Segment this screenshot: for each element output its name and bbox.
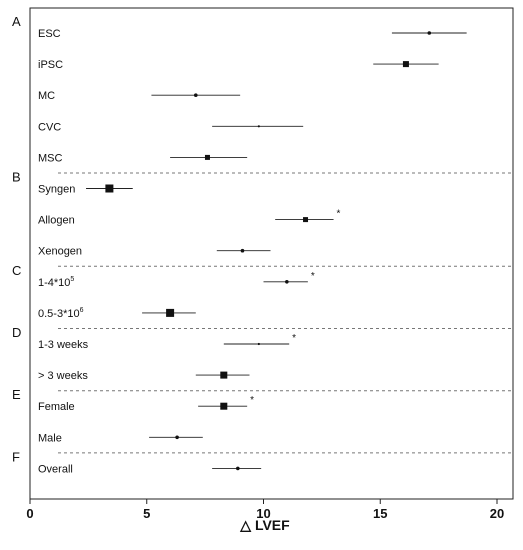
point-estimate [220, 371, 228, 379]
row-label: iPSC [38, 59, 63, 71]
row-label: ESC [38, 28, 61, 40]
forest-row: 1-3 weeks * [38, 333, 296, 351]
section-label: E [12, 387, 21, 402]
x-tick-label: 5 [143, 506, 150, 521]
point-estimate [285, 280, 289, 284]
forest-row: Female * [38, 395, 254, 413]
forest-row: 0.5-3*106 [38, 307, 196, 320]
section-labels: A B C D E F [12, 14, 21, 464]
row-label: > 3 weeks [38, 370, 88, 382]
forest-row: Xenogen [38, 246, 271, 258]
forest-row: ESC [38, 28, 467, 40]
point-estimate [193, 93, 198, 97]
significance-marker: * [337, 209, 341, 220]
section-separators [58, 172, 513, 454]
row-label: 0.5-3*106 [38, 307, 84, 320]
row-label: Syngen [38, 184, 75, 196]
significance-marker: * [250, 395, 254, 406]
section-label: F [12, 449, 20, 464]
point-estimate [236, 466, 240, 471]
x-tick-label: 15 [373, 506, 387, 521]
section-label: A [12, 14, 21, 29]
point-estimate [204, 154, 210, 160]
point-estimate [257, 125, 260, 128]
forest-row: Overall [38, 463, 262, 475]
forest-row: CVC [38, 121, 304, 133]
row-label: Xenogen [38, 246, 82, 258]
point-estimate [220, 402, 228, 410]
row-label: Female [38, 401, 75, 413]
x-tick-label: 0 [26, 506, 33, 521]
row-label: MC [38, 90, 55, 102]
point-estimate [402, 61, 409, 68]
forest-row: Male [38, 432, 203, 444]
forest-row: MSC [38, 152, 248, 164]
row-label-superscript: 6 [80, 307, 84, 314]
forest-row: 1-4*105 * [38, 271, 315, 289]
point-estimate [175, 435, 179, 440]
forest-row: MC [38, 90, 241, 102]
point-estimate [303, 217, 309, 223]
point-estimate [105, 184, 114, 193]
row-label: Male [38, 432, 62, 444]
point-estimate [257, 342, 260, 346]
section-label: D [12, 325, 21, 340]
x-tick-label: 10 [256, 506, 270, 521]
row-label: CVC [38, 121, 61, 133]
forest-row: iPSC [38, 59, 439, 71]
x-tick-label: 20 [490, 506, 504, 521]
plot-frame [29, 7, 514, 500]
section-label: B [12, 170, 21, 185]
row-label: 1-3 weeks [38, 339, 89, 351]
forest-row: Allogen * [38, 209, 341, 227]
row-label: Allogen [38, 215, 75, 227]
forest-row: Syngen [38, 184, 133, 196]
point-estimate [166, 308, 175, 317]
x-axis-label: △ LVEF [239, 517, 290, 533]
row-label: 1-4*105 [38, 276, 74, 289]
significance-marker: * [292, 333, 296, 344]
x-axis: 0 5 10 15 20 [26, 499, 504, 521]
significance-marker: * [311, 271, 315, 282]
forest-row: > 3 weeks [38, 370, 250, 382]
section-label: C [12, 263, 21, 278]
row-label: Overall [38, 463, 73, 475]
point-estimate [427, 31, 432, 35]
point-estimate [240, 248, 245, 253]
row-label: MSC [38, 152, 63, 164]
row-label-superscript: 5 [70, 276, 74, 283]
forest-rows: ESC iPSC MC CVC MSC Syngen Allogen * Xenogen 1-4*… [38, 28, 467, 475]
